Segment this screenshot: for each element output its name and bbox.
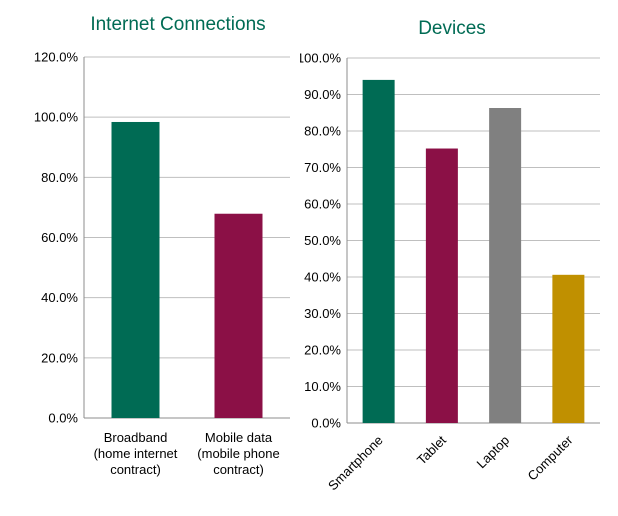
y-tick-label: 90.0%	[304, 87, 341, 102]
y-tick-label: 50.0%	[304, 233, 341, 248]
bar	[214, 213, 263, 418]
chart-title: Devices	[418, 18, 486, 39]
y-tick-label: 20.0%	[41, 350, 78, 365]
y-tick-label: 20.0%	[304, 343, 341, 358]
y-tick-label: 30.0%	[304, 306, 341, 321]
y-tick-label: 100.0%	[300, 51, 341, 66]
category-label: Mobile data (mobile phone contract)	[197, 430, 279, 477]
y-tick-label: 60.0%	[304, 197, 341, 212]
y-tick-label: 100.0%	[34, 110, 79, 125]
y-tick-label: 40.0%	[41, 290, 78, 305]
category-label: Tablet	[414, 432, 449, 467]
category-label: Laptop	[474, 433, 513, 472]
bar	[425, 148, 458, 423]
y-tick-label: 0.0%	[48, 411, 78, 426]
category-label: Smartphone	[325, 433, 386, 494]
bar	[489, 108, 522, 423]
category-label: Broadband (home internet contract)	[94, 430, 178, 477]
chart-title: Internet Connections	[90, 14, 265, 35]
y-tick-label: 40.0%	[304, 270, 341, 285]
bar	[362, 79, 395, 424]
category-label: Computer	[525, 432, 576, 483]
y-tick-label: 0.0%	[311, 416, 341, 431]
bar	[552, 274, 585, 423]
y-tick-label: 120.0%	[34, 50, 79, 65]
y-tick-label: 60.0%	[41, 230, 78, 245]
y-tick-label: 80.0%	[41, 170, 78, 185]
internet-connections-chart: Internet Connections 0.0% 20.0% 40.0% 60.0%…	[34, 14, 290, 477]
y-tick-label: 80.0%	[304, 124, 341, 139]
bar	[111, 121, 160, 418]
devices-chart: Devices 0.0% 10.0% 20.0% 30.0% 40.0% 50.0% 60.…	[300, 18, 600, 494]
y-tick-label: 10.0%	[304, 379, 341, 394]
y-tick-label: 70.0%	[304, 160, 341, 175]
